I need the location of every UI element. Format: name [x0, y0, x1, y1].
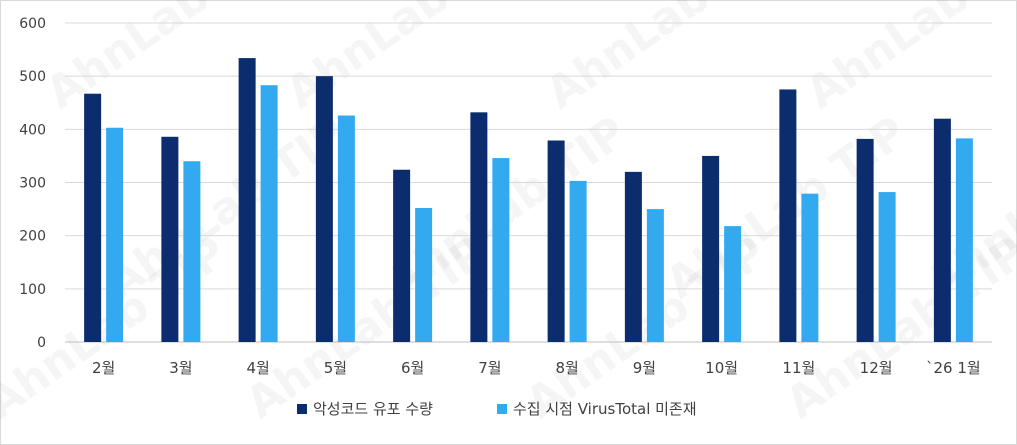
y-tick-label: 0 — [37, 335, 46, 351]
x-tick-label: 7월 — [478, 359, 501, 377]
x-tick-label: 10월 — [705, 359, 738, 377]
x-tick-label: 3월 — [169, 359, 192, 377]
y-tick-label: 600 — [19, 16, 46, 32]
x-tick-label: 8월 — [555, 359, 578, 377]
y-tick-label: 300 — [19, 176, 46, 192]
y-tick-label: 400 — [19, 122, 46, 138]
x-tick-label: `26 1월 — [926, 359, 981, 377]
y-tick-label: 100 — [19, 282, 46, 298]
bar-virustotal-missing — [106, 127, 124, 342]
bar-distribution — [702, 155, 720, 342]
x-tick-label: 12월 — [860, 359, 893, 377]
legend-swatch — [497, 404, 507, 414]
bar-distribution — [547, 140, 565, 342]
bar-distribution — [161, 136, 179, 342]
y-tick-label: 500 — [19, 69, 46, 85]
y-tick-label: 200 — [19, 229, 46, 245]
bar-distribution — [315, 76, 333, 343]
bar-virustotal-missing — [492, 158, 510, 342]
bar-distribution — [779, 89, 797, 342]
x-tick-label: 9월 — [633, 359, 656, 377]
bar-distribution — [933, 118, 951, 342]
bar-virustotal-missing — [801, 193, 819, 342]
bar-distribution — [856, 138, 874, 342]
bar-distribution — [238, 58, 256, 343]
x-tick-label: 5월 — [324, 359, 347, 377]
legend-swatch — [297, 404, 307, 414]
bar-virustotal-missing — [646, 209, 664, 342]
bar-virustotal-missing — [415, 208, 433, 342]
bar-virustotal-missing — [724, 226, 742, 342]
y-axis-ticks: 0 100 200 300 400 500 600 — [19, 16, 46, 351]
bar-virustotal-missing — [260, 85, 278, 342]
legend-label: 수집 시점 VirusTotal 미존재 — [513, 400, 697, 418]
x-tick-label: 4월 — [246, 359, 269, 377]
x-axis-ticks: 2월 3월 4월 5월 6월 7월 8월 9월 10월 11월 12월 `26 1월 — [92, 359, 981, 377]
bar-distribution — [624, 171, 642, 342]
gridlines — [65, 22, 992, 343]
bar-distribution — [470, 112, 488, 342]
bar-distribution — [84, 93, 102, 342]
bar-distribution — [393, 169, 411, 342]
bar-virustotal-missing — [183, 161, 201, 342]
legend-label: 악성코드 유포 수량 — [313, 400, 433, 418]
x-tick-label: 11월 — [782, 359, 815, 377]
x-tick-label: 2월 — [92, 359, 115, 377]
legend: 악성코드 유포 수량 수집 시점 VirusTotal 미존재 — [297, 400, 697, 418]
bar-virustotal-missing — [337, 115, 355, 342]
x-tick-label: 6월 — [401, 359, 424, 377]
bar-virustotal-missing — [878, 192, 896, 342]
bar-virustotal-missing — [955, 138, 973, 342]
bars — [84, 58, 973, 343]
bar-virustotal-missing — [569, 180, 587, 342]
